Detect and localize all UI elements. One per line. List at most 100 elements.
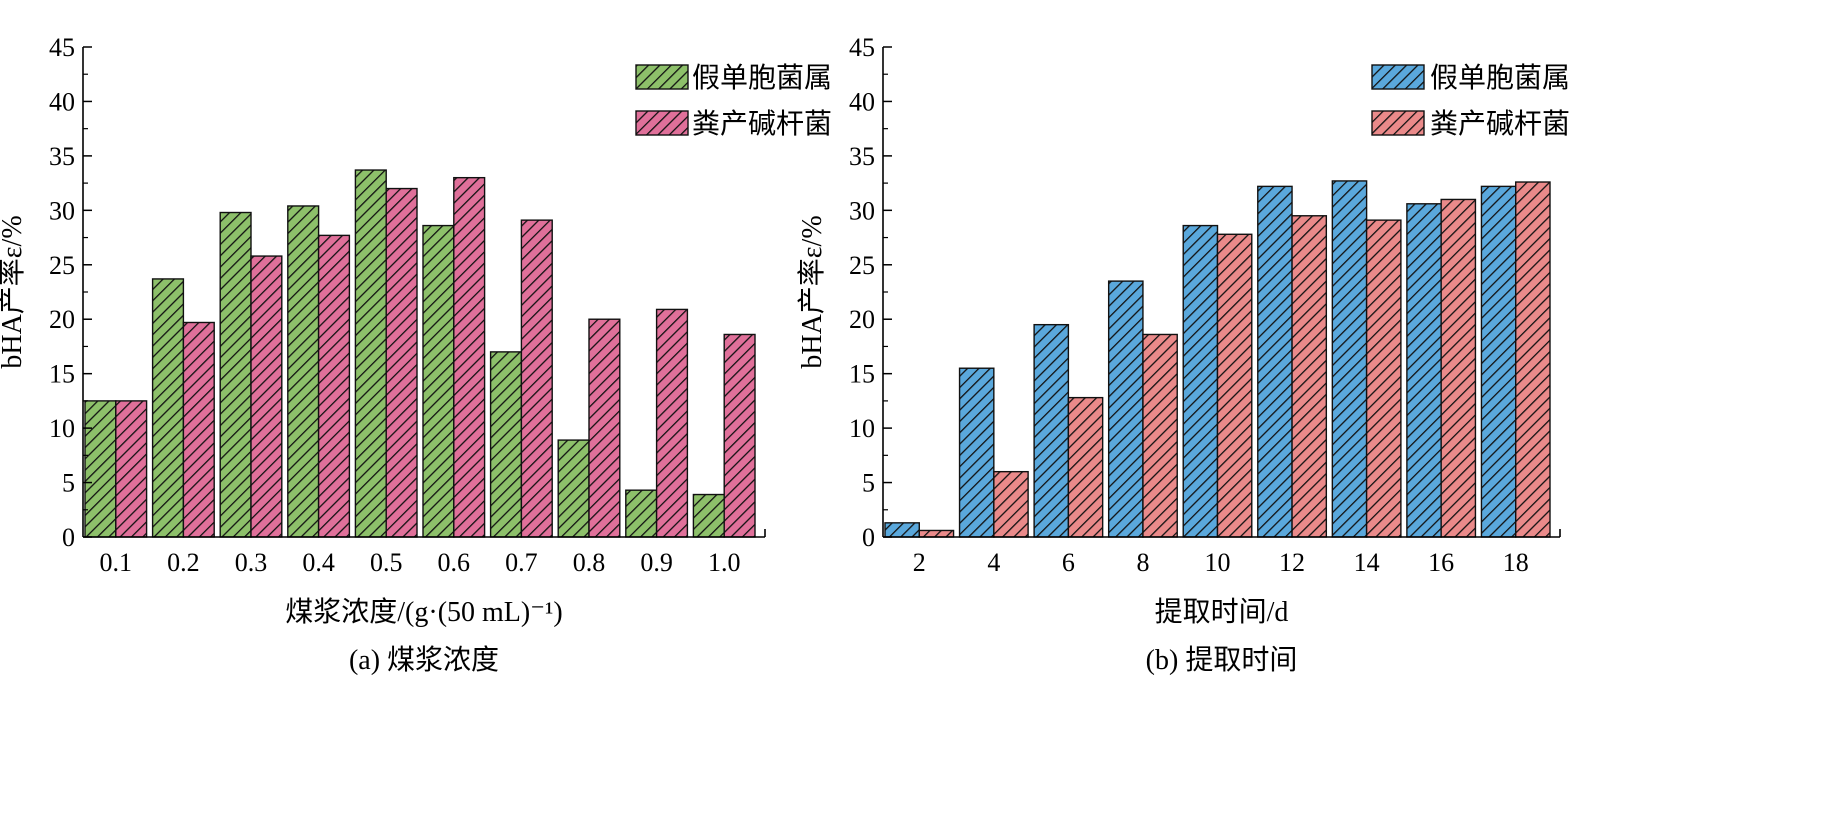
legend-label-粪产碱杆菌: 粪产碱杆菌	[1430, 108, 1570, 140]
chart-b-y-ticks: 0 5 10 15 20 25 30 35 40 45	[849, 33, 892, 552]
bar-粪产碱杆菌-4	[993, 470, 1029, 538]
legend-label-假单胞菌属: 假单胞菌属	[692, 62, 832, 94]
bar-粪产碱杆菌-12	[1291, 215, 1328, 538]
bar-粪产碱杆菌-0.3	[250, 255, 283, 538]
bar-假单胞菌属-4	[958, 367, 995, 538]
chart-b-x-ticks: 2 4 6 8 10 12 14 16 18	[913, 548, 1529, 577]
chart-b-y-axis-title: bHA产率ε/%	[796, 215, 828, 368]
bar-假单胞菌属-0.6	[422, 224, 455, 538]
x-tick-label-12: 12	[1279, 548, 1305, 577]
bar-粪产碱杆菌-0.6	[453, 176, 486, 538]
bar-粪产碱杆菌-10	[1216, 233, 1253, 538]
x-tick-label-6: 6	[1062, 548, 1075, 577]
bar-假单胞菌属-1.0	[692, 493, 725, 538]
y-tick-label-20: 20	[49, 305, 75, 334]
x-tick-label-14: 14	[1354, 548, 1380, 577]
bar-假单胞菌属-0.1	[84, 400, 117, 538]
y-tick-label-20: 20	[849, 305, 875, 334]
x-tick-label-0.3: 0.3	[235, 548, 268, 577]
y-tick-label-15: 15	[49, 360, 75, 389]
y-tick-label-45: 45	[49, 33, 75, 62]
bar-粪产碱杆菌-0.4	[317, 234, 351, 538]
chart-b-bars	[884, 180, 1551, 538]
bar-假单胞菌属-10	[1182, 224, 1219, 538]
x-tick-label-10: 10	[1205, 548, 1231, 577]
bar-假单胞菌属-14	[1331, 180, 1368, 538]
legend-swatch-假单胞菌属	[635, 64, 689, 90]
chart-b-extraction-time: 0 5 10 15 20 25 30 35 40 45 2 4 6 8 10 12 14 16 18 假单胞菌属粪…	[796, 33, 1570, 676]
y-tick-label-0: 0	[862, 523, 875, 552]
chart-a-y-ticks: 0 5 10 15 20 25 30 35 40 45	[49, 33, 92, 552]
y-tick-label-5: 5	[62, 469, 75, 498]
chart-b-caption: (b) 提取时间	[1146, 644, 1298, 676]
y-tick-label-40: 40	[849, 87, 875, 116]
x-tick-label-18: 18	[1503, 548, 1529, 577]
bar-粪产碱杆菌-0.1	[115, 400, 148, 538]
chart-a-coal-slurry-concentration: 0 5 10 15 20 25 30 35 40 45 0.1 0.2 0.3 0.4 0.5 0.6 0.7…	[0, 33, 832, 676]
x-tick-label-0.1: 0.1	[100, 548, 133, 577]
bar-粪产碱杆菌-14	[1365, 219, 1402, 538]
y-tick-label-30: 30	[849, 196, 875, 225]
bar-假单胞菌属-0.8	[557, 439, 590, 538]
chart-a-x-axis-title: 煤浆浓度/(g·(50 mL)⁻¹)	[285, 596, 562, 628]
y-tick-label-25: 25	[849, 251, 875, 280]
y-tick-label-35: 35	[849, 142, 875, 171]
bar-粪产碱杆菌-18	[1515, 181, 1551, 538]
x-tick-label-16: 16	[1428, 548, 1454, 577]
bar-假单胞菌属-2	[884, 522, 920, 538]
bar-假单胞菌属-0.7	[489, 351, 523, 538]
bar-假单胞菌属-12	[1257, 185, 1293, 538]
bar-粪产碱杆菌-0.8	[588, 318, 621, 538]
x-tick-label-0.9: 0.9	[640, 548, 673, 577]
legend-swatch-假单胞菌属	[1371, 64, 1425, 90]
legend-label-假单胞菌属: 假单胞菌属	[1430, 62, 1570, 94]
y-tick-label-45: 45	[849, 33, 875, 62]
x-tick-label-0.5: 0.5	[370, 548, 403, 577]
x-tick-label-1.0: 1.0	[708, 548, 741, 577]
chart-a-bars	[84, 169, 756, 538]
y-tick-label-30: 30	[49, 196, 75, 225]
bar-粪产碱杆菌-0.2	[182, 321, 215, 538]
bar-粪产碱杆菌-0.5	[385, 187, 418, 538]
chart-a-caption: (a) 煤浆浓度	[349, 644, 499, 676]
bar-假单胞菌属-6	[1033, 323, 1070, 538]
bar-粪产碱杆菌-1.0	[723, 333, 756, 538]
bar-假单胞菌属-0.2	[151, 278, 185, 538]
bar-假单胞菌属-0.5	[354, 169, 387, 538]
bar-假单胞菌属-0.4	[287, 205, 320, 538]
x-tick-label-8: 8	[1136, 548, 1149, 577]
x-tick-label-4: 4	[987, 548, 1000, 577]
y-tick-label-35: 35	[49, 142, 75, 171]
y-tick-label-5: 5	[862, 469, 875, 498]
y-tick-label-15: 15	[849, 360, 875, 389]
bar-粪产碱杆菌-2	[918, 529, 955, 538]
y-tick-label-40: 40	[49, 87, 75, 116]
x-tick-label-0.7: 0.7	[505, 548, 538, 577]
x-tick-label-2: 2	[913, 548, 926, 577]
bar-假单胞菌属-0.9	[625, 489, 658, 538]
chart-b-x-axis-title: 提取时间/d	[1155, 596, 1289, 628]
bar-粪产碱杆菌-0.9	[655, 308, 689, 538]
bar-假单胞菌属-18	[1480, 185, 1517, 538]
bar-假单胞菌属-8	[1107, 280, 1144, 538]
y-tick-label-0: 0	[62, 523, 75, 552]
legend-swatch-粪产碱杆菌	[1371, 110, 1425, 136]
bar-假单胞菌属-0.3	[219, 211, 252, 538]
x-tick-label-0.8: 0.8	[573, 548, 606, 577]
x-tick-label-0.6: 0.6	[438, 548, 471, 577]
y-tick-label-10: 10	[849, 414, 875, 443]
bar-假单胞菌属-16	[1406, 203, 1442, 538]
bar-粪产碱杆菌-16	[1440, 198, 1477, 538]
legend-swatch-粪产碱杆菌	[635, 110, 689, 136]
y-tick-label-25: 25	[49, 251, 75, 280]
chart-a-x-ticks: 0.1 0.2 0.3 0.4 0.5 0.6 0.7 0.8 0.9 1.0	[100, 548, 741, 577]
bar-粪产碱杆菌-0.7	[520, 219, 553, 538]
x-tick-label-0.2: 0.2	[167, 548, 200, 577]
x-tick-label-0.4: 0.4	[302, 548, 335, 577]
y-tick-label-10: 10	[49, 414, 75, 443]
legend-label-粪产碱杆菌: 粪产碱杆菌	[692, 108, 832, 140]
bar-粪产碱杆菌-6	[1067, 396, 1104, 538]
